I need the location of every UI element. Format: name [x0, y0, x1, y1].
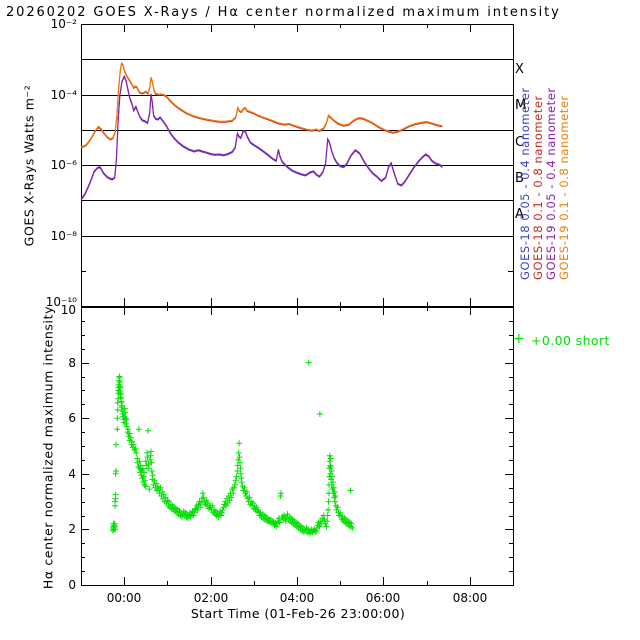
bottom-ytick-0: 0	[68, 578, 76, 592]
xray-curve	[80, 61, 443, 148]
flare-class-a-label: A	[515, 207, 524, 222]
halpha-scatter	[110, 359, 356, 537]
bottom-panel-frame	[81, 307, 514, 586]
xtick-0600: 06:00	[365, 591, 401, 605]
xtick-0200: 02:00	[193, 591, 229, 605]
figure-title: 20260202 GOES X-Rays / Hα center normali…	[6, 5, 561, 20]
bottom-ytick-4: 4	[68, 467, 76, 481]
bottom-ytick-10: 10	[60, 303, 76, 317]
axes	[81, 24, 514, 586]
flare-class-m-label: M	[515, 98, 527, 113]
flare-class-x-label: X	[515, 62, 524, 77]
bottom-ytick-8: 8	[68, 356, 76, 370]
legend-goes19-long: GOES-19 0.1 - 0.8 nanometer	[557, 95, 571, 280]
scatter-plus-marks	[110, 359, 356, 537]
bottom-ytick-6: 6	[68, 411, 76, 425]
underlay-curve	[80, 63, 443, 149]
xray-curve	[80, 74, 443, 200]
bottom-ytick-2: 2	[68, 522, 76, 536]
flare-class-b-label: B	[515, 171, 524, 186]
flare-class-gridlines	[81, 59, 513, 237]
top-ytick-1e-2: 10⁻²	[50, 17, 77, 31]
bottom-panel-y-axis-title: Hα center normalized maximum intensity	[40, 305, 56, 590]
xray-curves	[80, 61, 443, 201]
top-panel-y-axis-title: GOES X-Rays Watts m⁻²	[21, 84, 37, 247]
top-ytick-1e-8: 10⁻⁸	[50, 229, 77, 243]
halpha-legend-label: +0.00 short	[531, 333, 610, 348]
top-ytick-1e-10: 10⁻¹⁰	[45, 295, 77, 309]
top-ytick-1e-6: 10⁻⁶	[50, 158, 77, 172]
xtick-0800: 08:00	[452, 591, 488, 605]
flare-class-c-label: C	[515, 135, 525, 150]
halpha-legend-plus-icon: +	[513, 331, 525, 347]
xtick-0000: 00:00	[106, 591, 142, 605]
xtick-0400: 04:00	[279, 591, 315, 605]
x-axis-title: Start Time (01-Feb-26 23:00:00)	[190, 606, 406, 621]
top-ytick-1e-4: 10⁻⁴	[50, 88, 77, 102]
